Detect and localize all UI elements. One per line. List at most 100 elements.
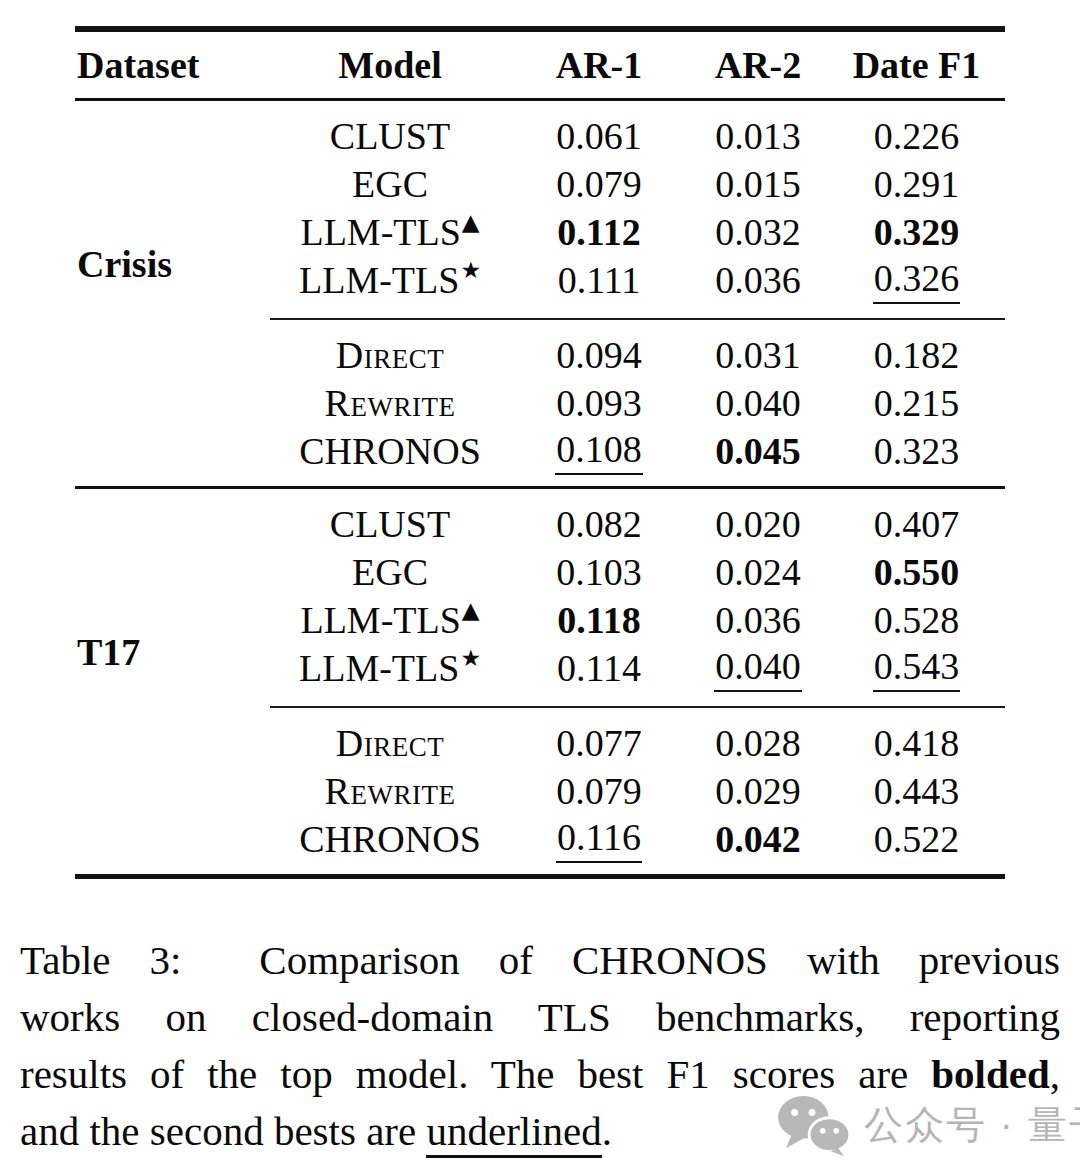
datef1-value-cell: 0.326: [828, 257, 1005, 305]
metric-value: 0.111: [558, 260, 641, 302]
metric-value: 0.061: [556, 116, 642, 158]
datef1-value-cell: 0.182: [828, 332, 1005, 380]
ar1-value-cell: 0.118: [510, 597, 688, 645]
datef1-value-cell: 0.291: [828, 161, 1005, 209]
metric-value: 0.031: [715, 335, 801, 377]
table-header: Dataset Model AR-1 AR-2 Date F1: [75, 29, 1005, 100]
caption-line: Table 3: Comparison of CHRONOS with prev…: [20, 932, 1060, 989]
col-header-ar1: AR-1: [510, 29, 688, 100]
watermark: 公众号 · 量子位: [776, 1094, 1080, 1156]
metric-value: 0.116: [556, 817, 642, 864]
metric-value: 0.032: [715, 212, 801, 254]
metric-value: 0.323: [874, 431, 960, 473]
watermark-text: 公众号 · 量子位: [864, 1098, 1080, 1152]
triangle-superscript-icon: ▲: [462, 209, 480, 235]
ar2-value-cell: 0.036: [688, 597, 828, 645]
datef1-value-cell: 0.215: [828, 380, 1005, 428]
metric-value: 0.015: [715, 164, 801, 206]
datef1-value-cell: 0.329: [828, 209, 1005, 257]
model-name: CLUST: [330, 503, 450, 545]
ar1-value-cell: 0.082: [510, 488, 688, 550]
metric-value: 0.028: [715, 723, 801, 765]
metric-value: 0.036: [715, 600, 801, 642]
midrule-line: [270, 318, 1005, 320]
metric-value: 0.528: [874, 600, 960, 642]
caption-text: ,: [1050, 1051, 1060, 1097]
model-name: EGC: [352, 551, 428, 593]
datef1-value-cell: 0.418: [828, 720, 1005, 768]
ar2-value-cell: 0.042: [688, 816, 828, 877]
datef1-value-cell: 0.543: [828, 645, 1005, 693]
metric-value: 0.103: [556, 552, 642, 594]
datef1-value-cell: 0.443: [828, 768, 1005, 816]
datef1-value-cell: 0.226: [828, 100, 1005, 162]
ar1-value-cell: 0.093: [510, 380, 688, 428]
model-name: Rewrite: [325, 382, 456, 424]
metric-value: 0.079: [556, 771, 642, 813]
metric-value: 0.326: [873, 258, 961, 305]
ar2-value-cell: 0.045: [688, 428, 828, 488]
table-row: T17CLUST0.0820.0200.407: [75, 488, 1005, 550]
caption-text: results of the top model. The best F1 sc…: [20, 1051, 931, 1097]
model-name: Rewrite: [325, 770, 456, 812]
metric-value: 0.040: [714, 646, 802, 693]
metric-value: 0.094: [556, 335, 642, 377]
section-crisis: Crisis CLUST 0.061 0.013 0.226 EGC 0.079 0.015 0…: [75, 100, 1005, 488]
model-cell: EGC: [270, 161, 510, 209]
metric-value: 0.079: [556, 164, 642, 206]
caption-text: Table 3: Comparison of CHRONOS with prev…: [20, 937, 1060, 983]
ar1-value-cell: 0.108: [510, 428, 688, 488]
model-cell: CLUST: [270, 100, 510, 162]
metric-value: 0.522: [874, 819, 960, 861]
dataset-label: Crisis: [77, 244, 172, 286]
metric-value: 0.077: [556, 723, 642, 765]
caption-line: works on closed-domain TLS benchmarks, r…: [20, 989, 1060, 1046]
wechat-icon: [776, 1094, 852, 1156]
col-header-model: Model: [270, 29, 510, 100]
metric-value: 0.024: [715, 552, 801, 594]
metric-value: 0.029: [715, 771, 801, 813]
metric-value: 0.407: [874, 504, 960, 546]
model-cell: LLM-TLS▲: [270, 597, 510, 645]
ar2-value-cell: 0.028: [688, 720, 828, 768]
ar1-value-cell: 0.111: [510, 257, 688, 305]
ar2-value-cell: 0.013: [688, 100, 828, 162]
model-cell: CHRONOS: [270, 428, 510, 488]
model-cell: Direct: [270, 720, 510, 768]
metric-value: 0.114: [557, 648, 641, 690]
star-superscript-icon: ★: [460, 257, 481, 283]
metric-value: 0.036: [715, 260, 801, 302]
ar1-value-cell: 0.077: [510, 720, 688, 768]
col-header-ar2: AR-2: [688, 29, 828, 100]
caption-text: bolded: [931, 1051, 1050, 1097]
caption-text: underlined: [426, 1108, 601, 1158]
caption-text: works on closed-domain TLS benchmarks, r…: [20, 994, 1060, 1040]
col-header-dataset: Dataset: [75, 29, 270, 100]
metric-value: 0.443: [874, 771, 960, 813]
ar2-value-cell: 0.031: [688, 332, 828, 380]
model-cell: LLM-TLS▲: [270, 209, 510, 257]
model-name: CLUST: [330, 115, 450, 157]
ar1-value-cell: 0.061: [510, 100, 688, 162]
triangle-superscript-icon: ▲: [462, 597, 480, 623]
midrule-line: [270, 706, 1005, 708]
metric-value: 0.013: [715, 116, 801, 158]
metric-value: 0.418: [874, 723, 960, 765]
dataset-label: T17: [77, 632, 140, 674]
page: Dataset Model AR-1 AR-2 Date F1 Crisis CL…: [0, 0, 1080, 1173]
model-cell: Rewrite: [270, 768, 510, 816]
metric-value: 0.112: [557, 212, 640, 254]
ar1-value-cell: 0.116: [510, 816, 688, 877]
model-name: Direct: [336, 334, 444, 376]
midrule-cell: [270, 305, 1005, 332]
ar1-value-cell: 0.103: [510, 549, 688, 597]
model-cell: CLUST: [270, 488, 510, 550]
results-table: Dataset Model AR-1 AR-2 Date F1 Crisis CL…: [75, 26, 1005, 879]
ar2-value-cell: 0.032: [688, 209, 828, 257]
ar1-value-cell: 0.112: [510, 209, 688, 257]
model-name: CHRONOS: [299, 818, 481, 860]
metric-value: 0.550: [874, 552, 960, 594]
table-row: CrisisCLUST0.0610.0130.226: [75, 100, 1005, 162]
metric-value: 0.291: [874, 164, 960, 206]
model-name: LLM-TLS: [299, 647, 459, 689]
